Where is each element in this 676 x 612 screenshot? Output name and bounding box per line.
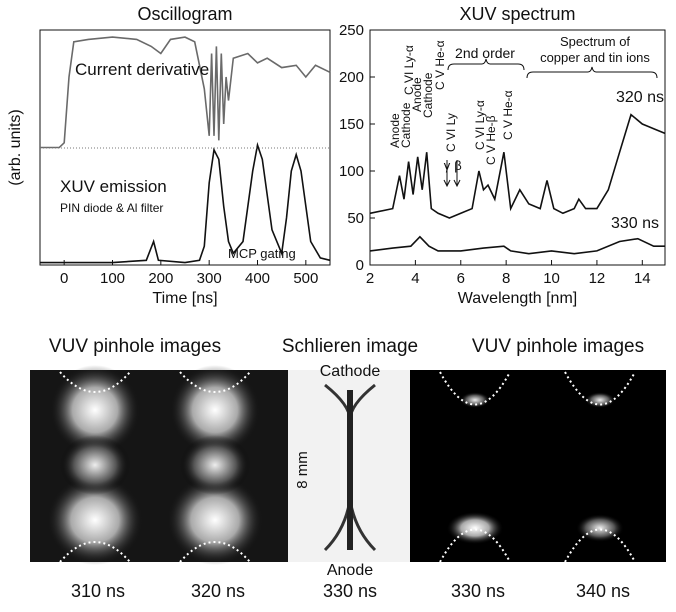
electrode-outline bbox=[59, 371, 251, 563]
annotation: Cathode bbox=[399, 102, 413, 148]
series-label: 320 ns bbox=[616, 89, 664, 106]
y-tick-label: 50 bbox=[347, 210, 364, 227]
x-tick-label: 300 bbox=[197, 270, 222, 287]
arrows bbox=[443, 160, 461, 188]
image-label: 320 ns bbox=[191, 581, 245, 601]
plasma bbox=[50, 365, 140, 455]
chart-title: XUV spectrum bbox=[459, 4, 575, 24]
brace bbox=[526, 66, 658, 79]
annotation: C VI Ly bbox=[444, 113, 458, 152]
image-label: 340 ns bbox=[576, 581, 630, 601]
panel-title: VUV pinhole images bbox=[49, 336, 221, 357]
annotation: Anode bbox=[388, 113, 402, 148]
x-tick-label: 4 bbox=[411, 270, 419, 287]
x-axis-label: Wavelength [nm] bbox=[458, 290, 577, 307]
series-label: Current derivative bbox=[75, 60, 209, 79]
annotation: 2nd order bbox=[455, 45, 515, 61]
y-tick-label: 100 bbox=[339, 163, 364, 180]
y-tick-label: 250 bbox=[339, 22, 364, 39]
images bbox=[30, 365, 666, 565]
chart-title: Oscillogram bbox=[137, 4, 232, 24]
y-tick-label: 0 bbox=[356, 257, 364, 274]
plasma bbox=[47, 475, 143, 565]
x-tick-label: 400 bbox=[245, 270, 270, 287]
electrode-label: Anode bbox=[327, 562, 373, 579]
y-tick-label: 150 bbox=[339, 116, 364, 133]
plasma bbox=[170, 365, 260, 455]
annotation: β bbox=[454, 158, 461, 173]
electrode-label: Cathode bbox=[320, 363, 381, 380]
plasma bbox=[585, 392, 615, 408]
series-label: XUV emission bbox=[60, 177, 167, 196]
plasma bbox=[447, 512, 503, 544]
x-tick-label: 200 bbox=[148, 270, 173, 287]
pinhole-image bbox=[410, 370, 666, 562]
series-label: 330 ns bbox=[611, 215, 659, 232]
plot-frame bbox=[369, 29, 666, 266]
annotation: C V He-α bbox=[501, 90, 515, 140]
annotation: PIN diode & Al filter bbox=[60, 201, 163, 215]
scale-label: 8 mm bbox=[294, 451, 311, 489]
image-label: 330 ns bbox=[451, 581, 505, 601]
annotation: C VI Ly-α bbox=[402, 45, 416, 95]
y-axis-label: (arb. units) bbox=[7, 109, 24, 185]
plasma bbox=[460, 392, 490, 408]
x-tick-label: 6 bbox=[457, 270, 465, 287]
x-tick-label: 500 bbox=[293, 270, 318, 287]
series-line bbox=[369, 113, 666, 219]
y-tick-label: 200 bbox=[339, 69, 364, 86]
x-tick-label: 12 bbox=[589, 270, 606, 287]
x-tick-label: 100 bbox=[100, 270, 125, 287]
plasma bbox=[180, 435, 250, 495]
annotation: copper and tin ions bbox=[540, 50, 650, 65]
series-line bbox=[40, 141, 331, 264]
x-axis-label: Time [ns] bbox=[152, 290, 217, 307]
annotation: C V He-α bbox=[433, 40, 447, 90]
x-tick-label: 2 bbox=[366, 270, 374, 287]
panel-title: VUV pinhole images bbox=[472, 336, 644, 357]
annotation: Anode bbox=[410, 77, 424, 112]
annotation: Cathode bbox=[421, 72, 435, 118]
brace bbox=[447, 58, 525, 71]
annotation: C VI Ly-α bbox=[473, 100, 487, 150]
plasma bbox=[167, 475, 263, 565]
x-tick-label: 0 bbox=[60, 270, 68, 287]
panel-title: Schlieren image bbox=[282, 336, 418, 357]
series-line bbox=[40, 36, 331, 149]
plasma bbox=[60, 435, 130, 495]
annotation: C V He-β bbox=[484, 115, 498, 165]
image-label: 310 ns bbox=[71, 581, 125, 601]
x-tick-label: 10 bbox=[543, 270, 560, 287]
annotation: Spectrum of bbox=[560, 34, 630, 49]
series-line bbox=[369, 235, 665, 255]
plasma bbox=[576, 514, 624, 542]
image-label: 330 ns bbox=[323, 581, 377, 601]
annotation: MCP gating bbox=[228, 246, 296, 261]
x-tick-label: 8 bbox=[502, 270, 510, 287]
x-tick-label: 14 bbox=[634, 270, 651, 287]
